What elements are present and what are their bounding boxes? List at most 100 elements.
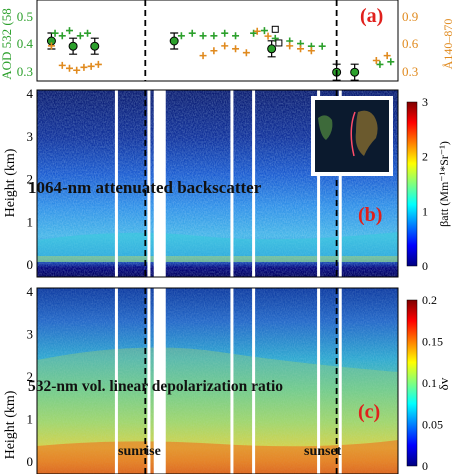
c-gap-4 — [252, 288, 256, 474]
a-series1-point-5 — [177, 32, 185, 40]
a-series2-point-19 — [383, 52, 391, 60]
panel-a-marks — [46, 25, 395, 81]
c-annotation-sunrise: sunrise — [118, 444, 161, 459]
a-series2-point-17 — [307, 47, 315, 55]
a-series2-point-12 — [253, 27, 261, 35]
c-gap-2 — [153, 288, 166, 474]
a-series1-point-13 — [271, 34, 279, 42]
c-colorbar-tick-2: 0.1 — [422, 376, 437, 390]
c-label: 532-nm vol. linear depolarization ratio — [28, 378, 283, 395]
b-colorbar-tick-2: 2 — [422, 150, 428, 164]
b-yticks: 0 1 2 3 4 — [27, 86, 34, 272]
b-colorbar-ticks: 0 1 2 3 — [422, 95, 428, 273]
b-gap-2 — [153, 90, 166, 277]
a-series2-point-2 — [65, 64, 73, 72]
b-ytick-2: 2 — [27, 172, 34, 187]
a-series2-point-6 — [94, 60, 102, 68]
b-colorbar-tick-1: 1 — [422, 204, 428, 218]
a-series1-point-4 — [84, 29, 92, 37]
a-series1-point-12 — [260, 27, 268, 35]
b-ytick-4: 4 — [27, 86, 34, 101]
panel-c: 532-nm vol. linear depolarization ratio … — [3, 284, 451, 474]
panel-c-frame — [36, 287, 399, 474]
c-surface-layer — [37, 440, 398, 474]
a-series2-point-7 — [199, 52, 207, 60]
c-dashed-lines — [144, 288, 338, 474]
panel-a-vlines — [144, 0, 338, 81]
b-gap-3 — [230, 90, 234, 277]
a-series1-point-0 — [51, 29, 59, 37]
a-series2-point-4 — [80, 63, 88, 71]
b-label: 1064-nm attenuated backscatter — [28, 178, 262, 197]
a-series1-point-1 — [58, 32, 66, 40]
c-gap-6 — [338, 288, 342, 474]
c-gap-5 — [317, 288, 321, 474]
panel-b-frame — [36, 89, 399, 278]
b-gap-4 — [252, 90, 256, 277]
c-yticks: 0 1 2 3 4 — [27, 284, 34, 469]
a-series2-point-9 — [221, 42, 229, 50]
a-series1-point-8 — [210, 32, 218, 40]
b-inset-landmass-americas — [318, 115, 333, 140]
b-colorbar-label: βatt (Mm⁻¹*Sr⁻¹) — [437, 141, 451, 227]
a-series0-point-6 — [350, 63, 360, 81]
c-data-gaps — [114, 288, 342, 474]
a-series1-point-10 — [232, 32, 240, 40]
panel-a-frame — [36, 0, 399, 82]
a-series2-point-15 — [286, 42, 294, 50]
a-right-tick-2: 0.3 — [402, 64, 418, 79]
c-colorbar-tick-0: 0 — [422, 459, 428, 473]
panel-b-tag: (b) — [358, 204, 382, 226]
b-colorbar-tick-0: 0 — [422, 259, 428, 273]
b-gap-5 — [317, 90, 321, 277]
a-right-tick-1: 0.6 — [402, 36, 419, 51]
a-series3-point-0 — [271, 25, 279, 33]
b-gap-1 — [147, 90, 151, 277]
a-series3-point-1 — [275, 39, 283, 47]
b-surface-layer — [37, 256, 398, 262]
panel-c-tag: (c) — [358, 401, 380, 423]
b-inset-landmass-africa — [355, 110, 378, 156]
c-ylabel: Height (km) — [3, 390, 18, 459]
c-ytick-1: 1 — [27, 412, 34, 427]
c-annotation-sunset: sunset — [304, 444, 342, 459]
panel-a-tag: (a) — [360, 5, 383, 27]
a-series2-point-3 — [73, 66, 81, 74]
a-series1-point-9 — [221, 29, 229, 37]
c-colorbar-tick-1: 0.05 — [422, 418, 443, 432]
b-gap-6 — [338, 90, 342, 277]
a-right-axis-label: Å140–870 — [441, 19, 455, 70]
a-series0-point-3 — [169, 32, 179, 50]
a-series1-point-18 — [376, 60, 384, 68]
panel-a: 0.5 0.4 0.3 AOD 532 (58 0.9 0.6 0.3 Å140… — [0, 0, 455, 82]
b-ytick-0: 0 — [27, 257, 34, 272]
a-series2-point-11 — [242, 49, 250, 57]
a-series1-point-6 — [188, 29, 196, 37]
a-series2-point-16 — [297, 45, 305, 53]
c-colorbar-ticks: 0 0.05 0.1 0.15 0.2 — [422, 293, 443, 473]
c-ytick-2: 2 — [27, 369, 34, 384]
panel-b: 1064-nm attenuated backscatter (b) 0 1 2 3 4… — [3, 86, 451, 278]
a-series1-point-2 — [65, 27, 73, 35]
b-boundary-layer — [37, 232, 398, 262]
a-left-tick-1: 0.4 — [17, 36, 34, 51]
a-series2-point-13 — [264, 32, 272, 40]
a-series0-point-2 — [90, 37, 100, 55]
a-left-axis-label: AOD 532 (58 — [0, 8, 14, 80]
b-ylabel: Height (km) — [3, 148, 18, 217]
b-gap-0 — [114, 90, 118, 277]
b-colorbar-tick-3: 3 — [422, 95, 428, 109]
a-series1-point-17 — [318, 42, 326, 50]
c-colorbar-tick-4: 0.2 — [422, 293, 437, 307]
a-series1-point-7 — [199, 32, 207, 40]
a-left-tick-0: 0.5 — [17, 9, 33, 24]
a-series0-point-4 — [267, 40, 277, 58]
b-colorbar — [406, 101, 418, 267]
b-ytick-1: 1 — [27, 214, 34, 229]
a-series1-point-19 — [387, 58, 395, 66]
a-series2-point-18 — [372, 57, 380, 64]
c-colorbar — [406, 299, 418, 467]
b-data-gaps — [114, 90, 342, 277]
a-right-tick-0: 0.9 — [402, 9, 418, 24]
